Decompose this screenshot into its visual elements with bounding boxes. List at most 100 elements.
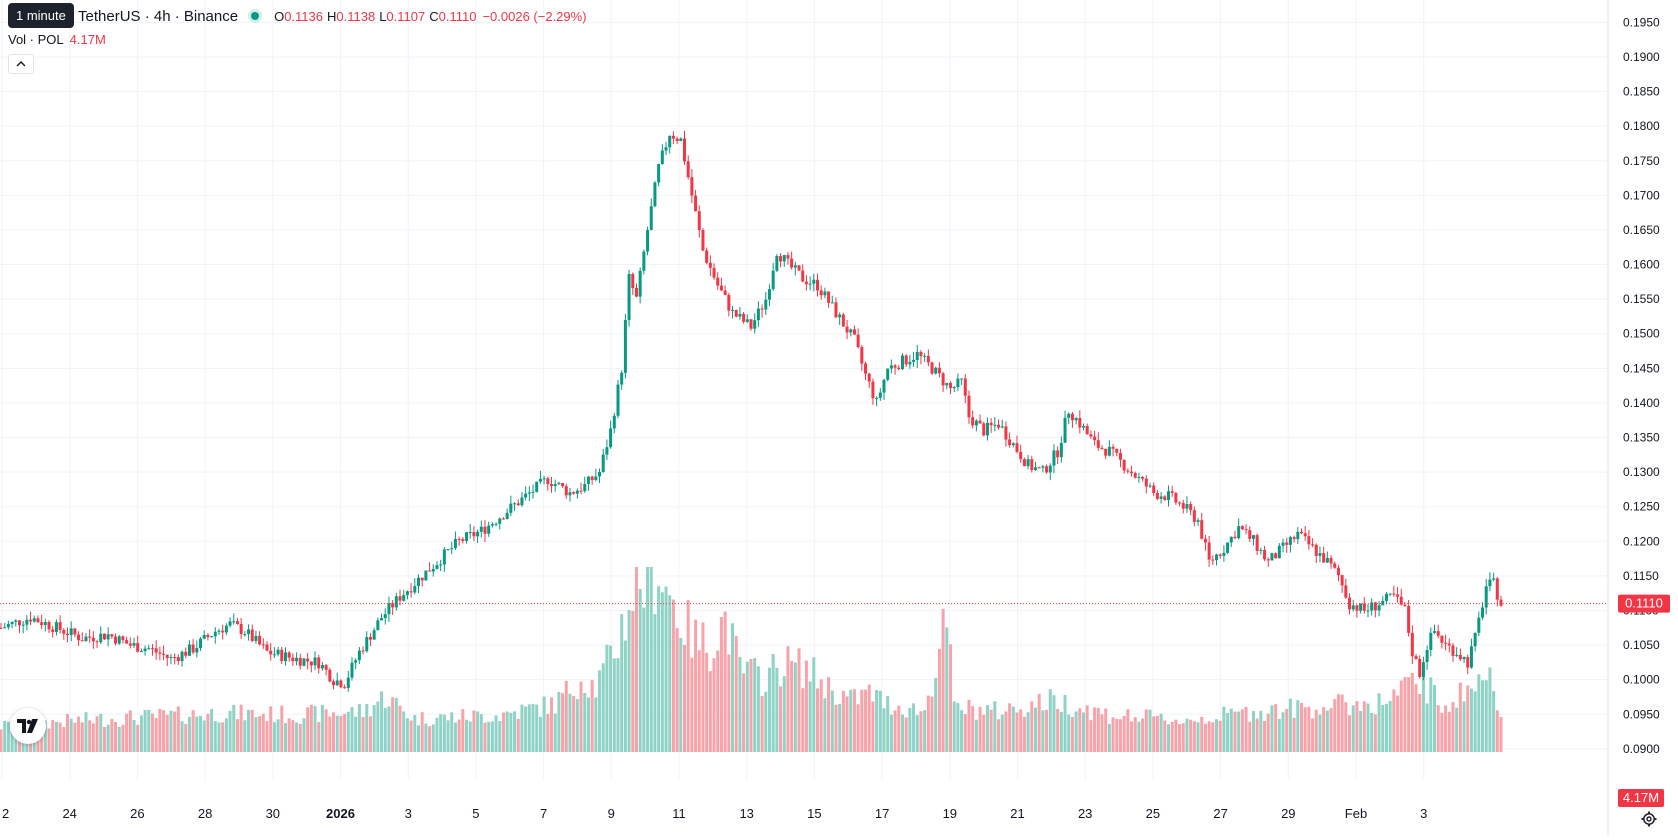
candle-body <box>1366 610 1370 612</box>
candle-body <box>631 273 635 288</box>
x-tick-label: 2 <box>2 806 9 821</box>
volume-bar <box>295 722 299 752</box>
candle-body <box>335 680 339 686</box>
candle <box>1178 501 1182 507</box>
time-axis[interactable]: 2 24 26 28 30 2026 3 5 7 9 11 13 15 17 19 21 23 25 27 29 Feb… <box>2 806 1427 821</box>
candle-body <box>269 650 273 655</box>
candle <box>742 311 746 324</box>
candle <box>95 640 99 648</box>
candle <box>897 364 901 371</box>
candle <box>1277 543 1281 559</box>
volume-bar <box>1322 707 1326 752</box>
volume-bar <box>1255 718 1259 752</box>
candle-body <box>852 329 856 335</box>
candle-body <box>657 164 661 183</box>
candle-body <box>531 491 535 493</box>
candle <box>960 378 964 386</box>
symbol-title[interactable]: TetherUS · 4h · Binance <box>78 7 239 25</box>
candle <box>110 633 114 639</box>
candle <box>675 136 679 145</box>
volume-bar <box>605 644 609 752</box>
volume-bar <box>923 710 927 752</box>
volume-bar <box>54 722 58 752</box>
volume-bar <box>350 707 354 752</box>
candle-body <box>797 265 801 271</box>
volume-bar <box>1045 709 1049 752</box>
volume-bar <box>989 709 993 752</box>
candle-body <box>878 392 882 398</box>
candle <box>180 650 184 667</box>
gear-icon[interactable] <box>1640 810 1658 828</box>
tradingview-logo[interactable] <box>10 708 46 744</box>
candle <box>878 388 882 401</box>
candle <box>660 144 664 165</box>
volume-bar <box>439 714 443 752</box>
volume-legend[interactable]: Vol · POL 4.17M <box>8 32 106 47</box>
candle-body <box>114 636 118 644</box>
volume-bar <box>184 723 188 752</box>
candle-body <box>804 281 808 285</box>
volume-bar <box>1499 717 1503 752</box>
candle-body <box>1329 558 1333 564</box>
candle-body <box>875 397 879 399</box>
candle <box>864 361 868 381</box>
candle <box>538 470 542 484</box>
candle-body <box>609 428 613 448</box>
volume-bar <box>1421 667 1425 752</box>
candle <box>1155 490 1159 501</box>
candle <box>1429 627 1433 657</box>
candle <box>1233 530 1237 540</box>
candle <box>952 386 956 393</box>
candle-body <box>51 629 55 632</box>
candle-body <box>1030 459 1034 471</box>
x-tick-label: 21 <box>1010 806 1024 821</box>
candle <box>272 647 276 659</box>
candle-body <box>727 295 731 311</box>
candle <box>202 630 206 640</box>
candle-body <box>1015 443 1019 452</box>
candle-body <box>472 532 476 537</box>
candle-body <box>723 290 727 296</box>
volume-bar <box>361 716 365 752</box>
candle <box>908 354 912 369</box>
candle <box>306 653 310 670</box>
price-axis[interactable]: 0.1950 0.1900 0.1850 0.1800 0.1750 0.1700 0.16… <box>1623 15 1660 755</box>
candle <box>1229 536 1233 547</box>
collapse-legend-button[interactable] <box>8 54 34 74</box>
volume-bar <box>742 673 746 752</box>
volume-bar <box>1381 704 1385 752</box>
candle-body <box>1133 473 1137 478</box>
volume-bar <box>830 690 834 752</box>
volume-bar <box>1469 688 1473 752</box>
volume-bar <box>224 718 228 752</box>
candle <box>228 617 232 628</box>
market-status-icon[interactable] <box>248 9 263 23</box>
x-tick-label: 3 <box>1420 806 1427 821</box>
volume-bar <box>487 721 491 752</box>
candle <box>250 624 254 643</box>
candle-body <box>1481 607 1485 618</box>
volume-bar <box>1403 677 1407 752</box>
candle <box>1314 543 1318 564</box>
candle <box>350 657 354 681</box>
candle <box>442 547 446 572</box>
candle <box>213 627 217 644</box>
candle <box>1078 410 1082 434</box>
candle <box>1325 551 1329 563</box>
candle-body <box>1052 450 1056 466</box>
volume-bar <box>1226 713 1230 752</box>
volume-bar <box>997 719 1001 752</box>
volume-bar <box>195 716 199 752</box>
candle-body <box>1067 413 1071 418</box>
volume-bar <box>930 696 934 752</box>
volume-bar <box>568 693 572 752</box>
candle <box>1351 599 1355 612</box>
candle <box>1215 553 1219 566</box>
high-value: 0.1138 <box>336 8 376 24</box>
volume-bar <box>1481 680 1485 752</box>
volume-bar <box>1178 724 1182 752</box>
candle <box>978 414 982 424</box>
candle-body <box>793 265 797 268</box>
